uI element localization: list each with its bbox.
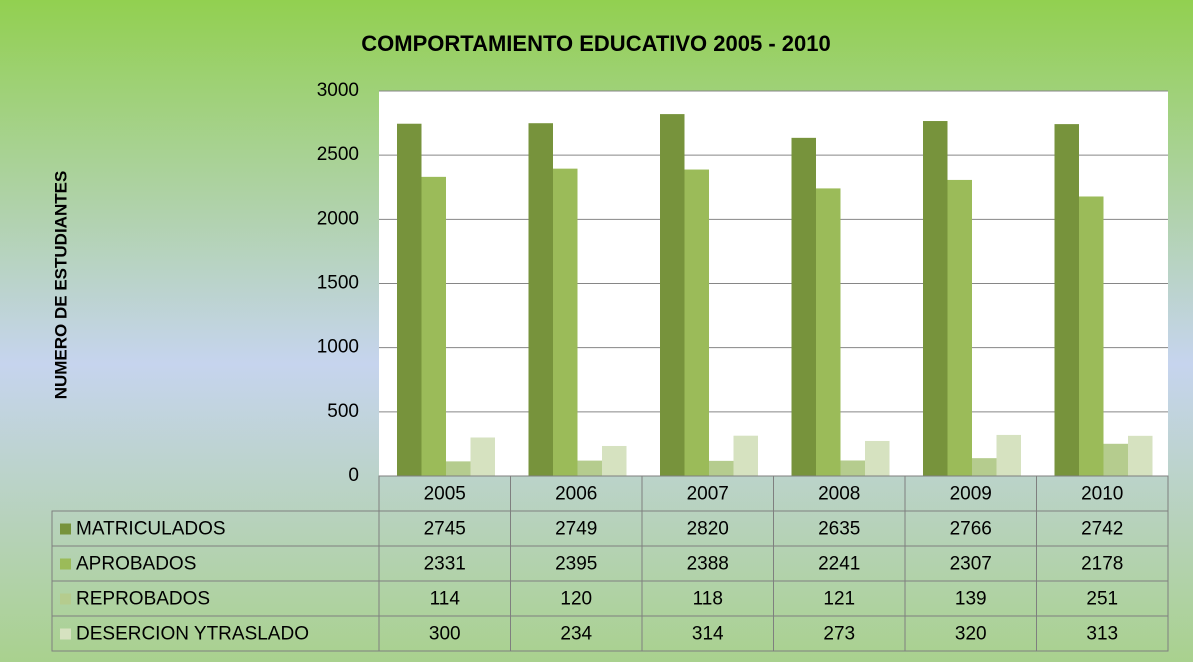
table-value: 2745 [424,519,466,540]
table-value: 2742 [1081,519,1123,540]
y-tick-label: 1000 [317,337,359,358]
legend-label: MATRICULADOS [76,519,226,540]
legend-swatch [60,523,71,535]
bar [1079,196,1104,477]
table-value: 234 [560,624,592,645]
x-tick-label: 2005 [424,484,466,505]
legend-label: APROBADOS [76,554,196,575]
y-tick-label: 0 [348,465,359,486]
bar [684,169,709,477]
table-value: 2820 [687,519,729,540]
table-value: 2307 [950,554,992,575]
bar [923,121,948,476]
table-value: 120 [560,589,592,610]
table-value: 2766 [950,519,992,540]
y-tick-label: 500 [327,401,359,422]
table-value: 273 [823,624,855,645]
x-tick-label: 2009 [950,484,992,505]
table-value: 320 [955,624,987,645]
x-tick-label: 2010 [1081,484,1123,505]
bar [709,460,734,476]
bar [1054,124,1079,477]
table-value: 251 [1086,589,1118,610]
table-value: 118 [693,589,723,610]
bar [947,179,972,476]
legend-label: DESERCION YTRASLADO [76,624,309,645]
bar [791,137,816,476]
table-value: 2635 [818,519,860,540]
x-tick-label: 2007 [687,484,729,505]
bar [421,176,446,477]
bar [972,458,997,476]
table-value: 114 [430,589,461,610]
bar [528,123,553,476]
table-value: 314 [692,624,724,645]
x-tick-label: 2008 [818,484,860,505]
table-value: 2178 [1081,554,1123,575]
bar [602,445,627,476]
bar [816,188,841,476]
bar [397,123,422,476]
y-axis-label: NUMERO DE ESTUDIANTES [51,171,70,400]
y-tick-label: 2000 [317,208,359,229]
legend-swatch [60,558,71,570]
bar [996,434,1021,476]
bar [1103,443,1128,476]
table-value: 2331 [424,554,466,575]
table-value: 2395 [555,554,597,575]
bar [470,437,495,476]
bar [865,440,890,476]
legend-label: REPROBADOS [76,589,210,610]
table-value: 121 [823,589,855,610]
bar [840,460,865,476]
y-tick-label: 2500 [317,144,359,165]
bar [660,114,685,476]
chart-title: COMPORTAMIENTO EDUCATIVO 2005 - 2010 [361,31,830,56]
bar [733,435,758,476]
bar [446,461,471,476]
table-value: 313 [1086,624,1118,645]
legend-swatch [60,628,71,640]
table-value: 300 [429,624,461,645]
y-tick-label: 3000 [317,80,359,101]
bar [1128,435,1153,476]
table-value: 2241 [818,554,860,575]
x-tick-label: 2006 [555,484,597,505]
legend-swatch [60,593,71,605]
bar [577,460,602,476]
bar [553,168,578,476]
table-value: 2749 [555,519,597,540]
y-tick-label: 1500 [317,273,359,294]
table-value: 2388 [687,554,729,575]
table-value: 139 [955,589,987,610]
